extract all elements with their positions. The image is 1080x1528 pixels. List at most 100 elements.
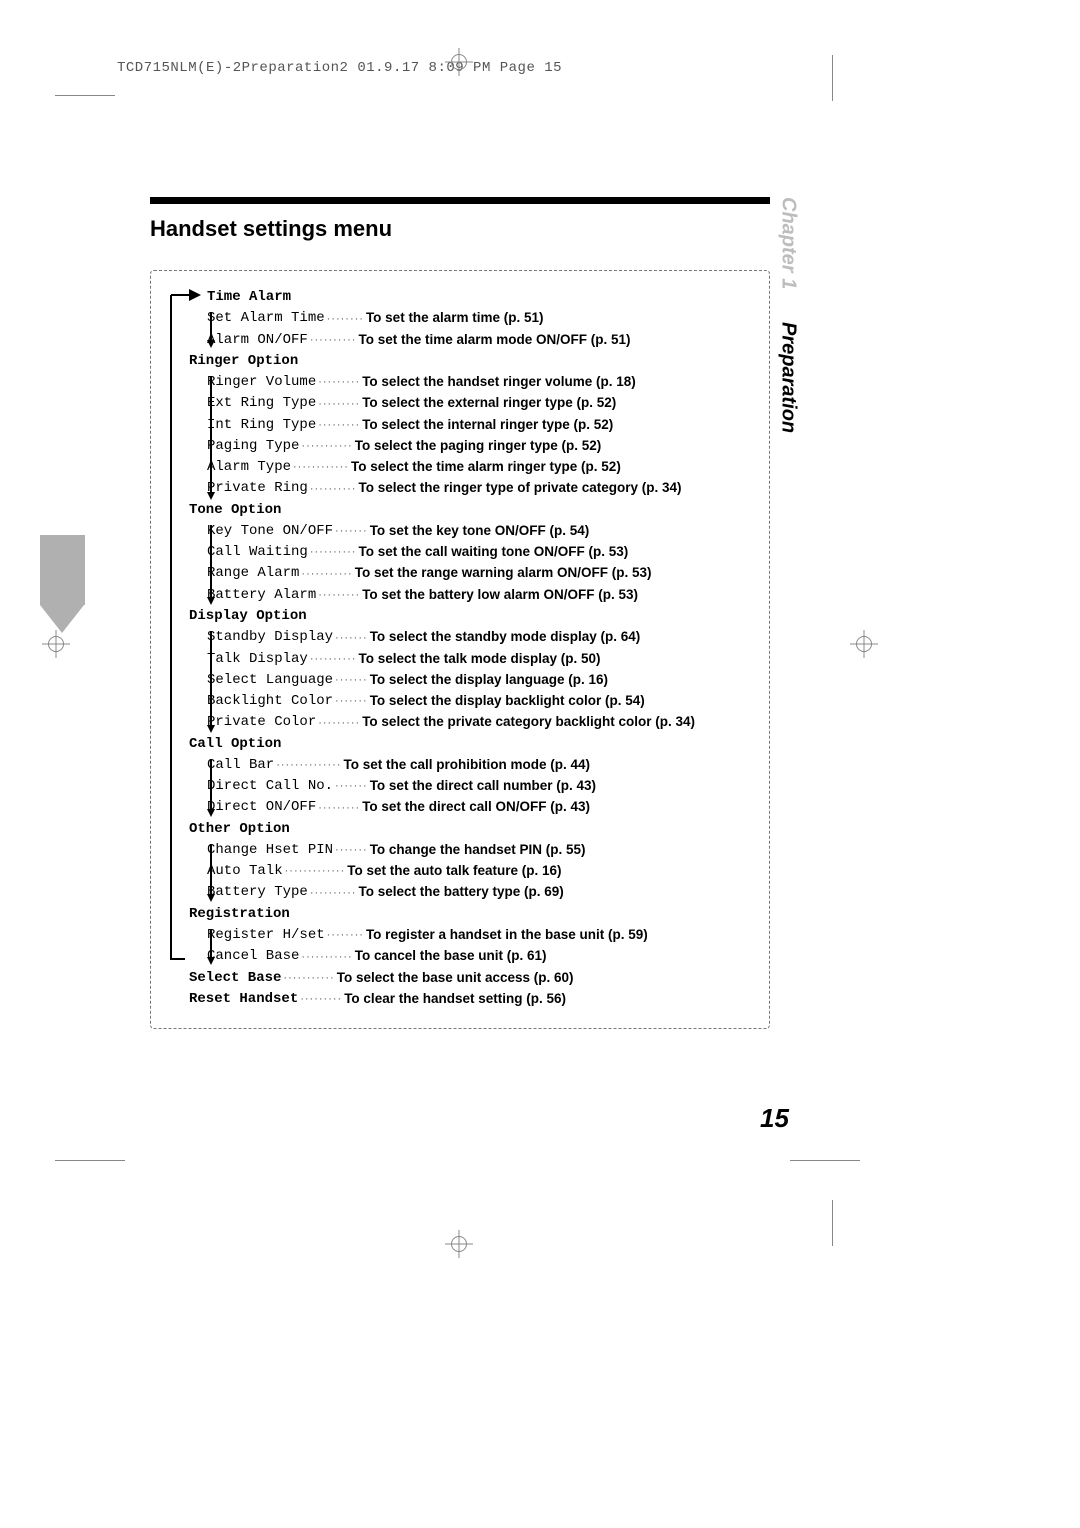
sub-arrow-icon bbox=[205, 523, 219, 607]
menu-item: Ringer Volume ········· To select the ha… bbox=[165, 372, 755, 393]
menu-item: Set Alarm Time ········ To set the alarm… bbox=[165, 308, 755, 329]
leader-dots: ··········· bbox=[281, 970, 336, 987]
menu-item-label: Int Ring Type bbox=[207, 415, 316, 436]
menu-item-desc: To select the standby mode display (p. 6… bbox=[370, 627, 641, 648]
registration-mark-right bbox=[850, 630, 878, 658]
side-chapter-label: Chapter 1 bbox=[777, 197, 800, 289]
menu-item-label: Select Base bbox=[189, 968, 281, 989]
sub-arrow-icon bbox=[205, 757, 219, 819]
menu-item-desc: To select the paging ringer type (p. 52) bbox=[355, 436, 602, 457]
menu-item: Int Ring Type ········· To select the in… bbox=[165, 415, 755, 436]
menu-item: Select Base ··········· To select the ba… bbox=[165, 968, 755, 989]
leader-dots: ········ bbox=[325, 927, 366, 944]
menu-item-desc: To select the talk mode display (p. 50) bbox=[358, 649, 600, 670]
sub-arrow-icon bbox=[205, 629, 219, 735]
menu-item: Battery Alarm ········· To set the batte… bbox=[165, 585, 755, 606]
menu-item-label: Alarm ON/OFF bbox=[207, 330, 308, 351]
menu-item: Call Waiting ·········· To set the call … bbox=[165, 542, 755, 563]
menu-item-desc: To change the handset PIN (p. 55) bbox=[370, 840, 586, 861]
menu-item-desc: To set the key tone ON/OFF (p. 54) bbox=[370, 521, 590, 542]
menu-item: Battery Type ·········· To select the ba… bbox=[165, 882, 755, 903]
menu-item-label: Select Language bbox=[207, 670, 333, 691]
menu-item: Standby Display ······· To select the st… bbox=[165, 627, 755, 648]
menu-item-label: Battery Alarm bbox=[207, 585, 316, 606]
menu-item-desc: To set the alarm time (p. 51) bbox=[366, 308, 544, 329]
menu-item: Backlight Color ······· To select the di… bbox=[165, 691, 755, 712]
leader-dots: ········· bbox=[316, 800, 362, 817]
crop-mark-tr bbox=[832, 55, 833, 101]
menu-item-label: Key Tone ON/OFF bbox=[207, 521, 333, 542]
menu-item-label: Direct Call No. bbox=[207, 776, 333, 797]
side-section-label: Preparation bbox=[777, 322, 800, 433]
menu-item-desc: To select the battery type (p. 69) bbox=[358, 882, 563, 903]
registration-mark-bottom bbox=[445, 1230, 473, 1258]
sub-arrow-icon bbox=[205, 842, 219, 904]
sub-arrow-icon bbox=[205, 374, 219, 502]
side-tab: Chapter 1 Preparation bbox=[770, 197, 806, 438]
leader-dots: ········· bbox=[316, 396, 362, 413]
menu-section-head: Ringer Option bbox=[165, 351, 755, 372]
menu-item-label: Reset Handset bbox=[189, 989, 298, 1010]
menu-item: Register H/set ········ To register a ha… bbox=[165, 925, 755, 946]
leader-dots: ·········· bbox=[308, 544, 359, 561]
menu-item: Key Tone ON/OFF ······· To set the key t… bbox=[165, 521, 755, 542]
leader-dots: ······· bbox=[333, 523, 370, 540]
page-title: Handset settings menu bbox=[150, 216, 770, 242]
menu-item-desc: To set the call waiting tone ON/OFF (p. … bbox=[358, 542, 628, 563]
menu-item-label: Backlight Color bbox=[207, 691, 333, 712]
menu-item-desc: To set the auto talk feature (p. 16) bbox=[347, 861, 561, 882]
menu-item-desc: To select the external ringer type (p. 5… bbox=[362, 393, 616, 414]
leader-dots: ··········· bbox=[299, 438, 354, 455]
leader-dots: ······· bbox=[333, 842, 370, 859]
menu-section-head: Registration bbox=[165, 904, 755, 925]
registration-mark-top bbox=[445, 48, 473, 76]
menu-item-label: Set Alarm Time bbox=[207, 308, 325, 329]
leader-dots: ·········· bbox=[308, 481, 359, 498]
crop-mark-br-v bbox=[832, 1200, 833, 1246]
menu-item-label: Change Hset PIN bbox=[207, 840, 333, 861]
menu-item-desc: To clear the handset setting (p. 56) bbox=[344, 989, 566, 1010]
menu-item-desc: To select the ringer type of private cat… bbox=[358, 478, 681, 499]
menu-item: Private Color ········· To select the pr… bbox=[165, 712, 755, 733]
menu-item-desc: To set the time alarm mode ON/OFF (p. 51… bbox=[358, 330, 630, 351]
menu-item-label: Battery Type bbox=[207, 882, 308, 903]
menu-item-desc: To set the battery low alarm ON/OFF (p. … bbox=[362, 585, 638, 606]
menu-item-label: Call Waiting bbox=[207, 542, 308, 563]
menu-item-label: Standby Display bbox=[207, 627, 333, 648]
menu-item-desc: To set the direct call ON/OFF (p. 43) bbox=[362, 797, 590, 818]
menu-item: Alarm ON/OFF ·········· To set the time … bbox=[165, 330, 755, 351]
menu-item: Cancel Base ··········· To cancel the ba… bbox=[165, 946, 755, 967]
leader-dots: ······· bbox=[333, 630, 370, 647]
leader-dots: ······· bbox=[333, 778, 370, 795]
menu-item: Ext Ring Type ········· To select the ex… bbox=[165, 393, 755, 414]
menu-item-label: Alarm Type bbox=[207, 457, 291, 478]
menu-item: Change Hset PIN ······· To change the ha… bbox=[165, 840, 755, 861]
page-number: 15 bbox=[760, 1103, 789, 1134]
menu-item-label: Talk Display bbox=[207, 649, 308, 670]
menu-item: Range Alarm ··········· To set the range… bbox=[165, 563, 755, 584]
leader-dots: ·········· bbox=[308, 885, 359, 902]
leader-dots: ·········· bbox=[308, 651, 359, 668]
leader-dots: ········· bbox=[298, 991, 344, 1008]
leader-dots: ········· bbox=[316, 715, 362, 732]
leader-dots: ········· bbox=[316, 417, 362, 434]
menu-section-head: Call Option bbox=[165, 734, 755, 755]
menu-item-desc: To select the internal ringer type (p. 5… bbox=[362, 415, 613, 436]
leader-dots: ············ bbox=[291, 459, 351, 476]
side-arrow-icon bbox=[40, 535, 85, 635]
menu-item-label: Paging Type bbox=[207, 436, 299, 457]
menu-section-head: Other Option bbox=[165, 819, 755, 840]
leader-dots: ············· bbox=[283, 863, 348, 880]
menu-item-label: Private Ring bbox=[207, 478, 308, 499]
menu-item-desc: To select the base unit access (p. 60) bbox=[337, 968, 574, 989]
leader-dots: ·········· bbox=[308, 332, 359, 349]
leader-dots: ········· bbox=[316, 374, 362, 391]
menu-item-desc: To select the display backlight color (p… bbox=[370, 691, 645, 712]
menu-item-desc: To select the display language (p. 16) bbox=[370, 670, 608, 691]
menu-item: Private Ring ·········· To select the ri… bbox=[165, 478, 755, 499]
menu-item: Select Language ······· To select the di… bbox=[165, 670, 755, 691]
leader-dots: ········ bbox=[325, 311, 366, 328]
main-content: Handset settings menu Time Alarm Set Ala… bbox=[150, 197, 770, 1029]
sub-arrow-icon bbox=[205, 310, 219, 350]
menu-item: Auto Talk ············· To set the auto … bbox=[165, 861, 755, 882]
